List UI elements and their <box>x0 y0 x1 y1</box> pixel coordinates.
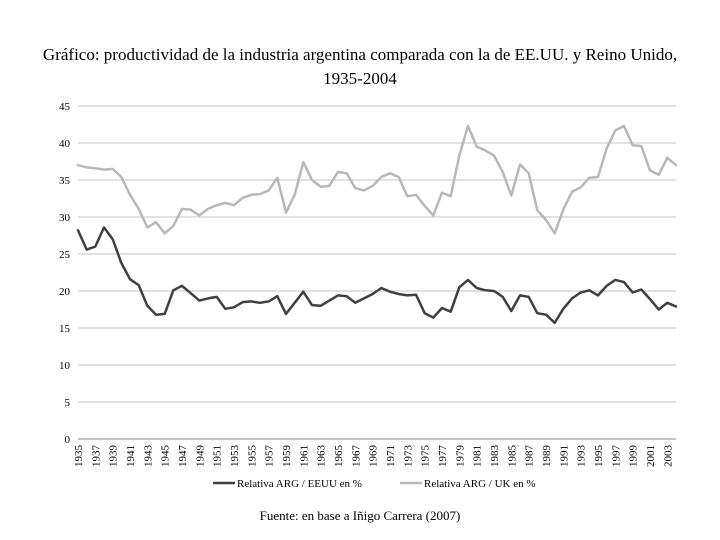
series-line-1 <box>76 226 678 325</box>
y-tick-label: 30 <box>59 212 71 224</box>
x-tick-label: 1995 <box>593 445 605 468</box>
x-tick-label: 1989 <box>541 445 553 468</box>
x-tick-label: 1999 <box>628 445 640 468</box>
chart-title: Gráfico: productividad de la industria a… <box>42 45 678 88</box>
x-tick-label: 1961 <box>298 445 310 467</box>
x-tick-label: 1941 <box>125 445 137 467</box>
x-tick-label: 1937 <box>90 445 102 468</box>
x-tick-label: 1969 <box>368 445 380 468</box>
x-tick-label: 2001 <box>645 445 657 467</box>
x-tick-label: 1971 <box>385 445 397 467</box>
x-tick-label: 1985 <box>506 445 518 468</box>
y-tick-label: 40 <box>59 138 71 150</box>
x-tick-label: 1939 <box>108 445 120 468</box>
y-tick-label: 15 <box>59 323 71 335</box>
y-tick-label: 10 <box>59 360 71 372</box>
gridlines <box>78 105 676 403</box>
legend-label-2: Relativa ARG / UK en % <box>424 478 536 490</box>
legend: Relativa ARG / EEUU en % Relativa ARG / U… <box>213 478 536 490</box>
source-note: Fuente: en base a Iñigo Carrera (2007) <box>259 508 461 523</box>
x-tick-label: 1949 <box>194 445 206 468</box>
y-tick-label: 20 <box>59 286 71 298</box>
x-tick-label: 2003 <box>662 445 674 468</box>
x-tick-label: 1983 <box>489 445 501 468</box>
y-axis-tick-labels: 0 5 10 15 20 25 30 35 40 45 <box>59 101 71 446</box>
x-tick-label: 1951 <box>212 445 224 467</box>
x-tick-label: 1953 <box>229 445 241 468</box>
legend-label-1: Relativa ARG / EEUU en % <box>237 478 362 490</box>
x-tick-label: 1997 <box>610 445 622 468</box>
x-tick-label: 1991 <box>558 445 570 467</box>
series-lines <box>76 124 678 325</box>
y-tick-label: 25 <box>59 249 71 261</box>
y-tick-label: 35 <box>59 175 71 187</box>
y-tick-label: 0 <box>65 434 71 446</box>
x-tick-label: 1967 <box>350 445 362 468</box>
y-tick-label: 45 <box>59 101 71 113</box>
x-tick-label: 1987 <box>524 445 536 468</box>
x-tick-label: 1947 <box>177 445 189 468</box>
x-tick-label: 1935 <box>73 445 85 468</box>
x-tick-label: 1975 <box>420 445 432 468</box>
x-tick-label: 1977 <box>437 445 449 468</box>
y-tick-label: 5 <box>65 397 71 409</box>
x-axis-tick-labels: 1935 1937 1939 1941 1943 1945 1947 1949 1951 1953… <box>73 445 674 468</box>
x-tick-label: 1981 <box>472 445 484 467</box>
x-tick-label: 1973 <box>402 445 414 468</box>
series-line-2 <box>76 124 678 235</box>
x-tick-label: 1957 <box>264 445 276 468</box>
x-tick-label: 1945 <box>160 445 172 468</box>
x-tick-label: 1963 <box>316 445 328 468</box>
x-tick-label: 1965 <box>333 445 345 468</box>
x-tick-label: 1993 <box>576 445 588 468</box>
x-tick-label: 1943 <box>142 445 154 468</box>
x-tick-label: 1979 <box>454 445 466 468</box>
x-tick-label: 1955 <box>246 445 258 468</box>
x-tick-label: 1959 <box>281 445 293 468</box>
